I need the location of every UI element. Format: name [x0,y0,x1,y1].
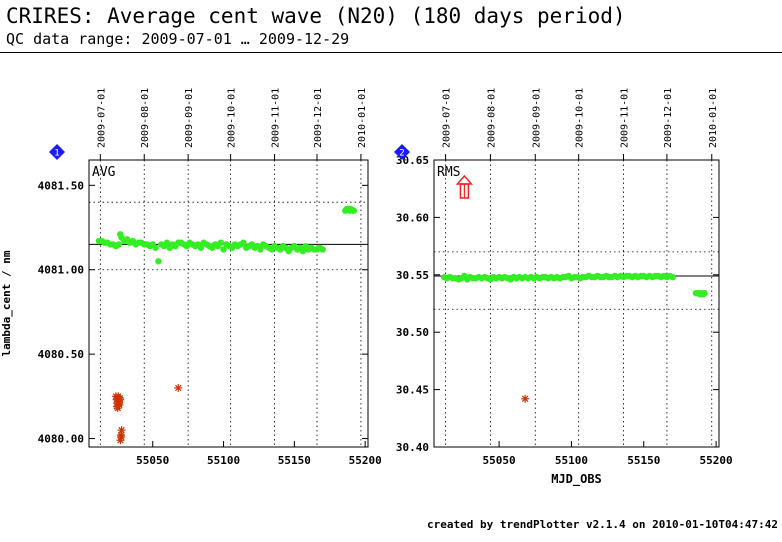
plot-frame [88,159,369,448]
data-point [350,207,358,214]
panel-rms: 2009-07-01 2009-08-01 2009-09-01 2009-10-01… [394,88,733,487]
top-date-label: 2009-11-01 [271,88,282,148]
top-date-label: 2010-01-01 [708,88,719,148]
outlier-stroke [116,394,124,402]
offscale-arrow [455,174,474,199]
chart-title: CRIRES: Average cent wave (N20) (180 day… [6,4,626,28]
y-tick-label: 4081.00 [38,264,84,277]
data-point [669,273,676,281]
top-date-label: 2009-10-01 [227,88,238,148]
data-point [155,258,162,265]
data-point [115,241,122,248]
outlier-stroke [114,404,121,412]
x-tick-label: 55050 [483,454,516,467]
y-axis-label: lambda_cent / nm [0,250,13,356]
panel-avg: 2009-07-01 2009-08-01 2009-09-01 2009-10-01… [0,88,382,467]
outlier-stroke [521,395,529,403]
top-date-label: 2009-12-01 [313,88,324,148]
data-point [319,246,326,253]
panel-label: RMS [437,165,460,180]
panel-number-label: 2 [399,149,404,159]
top-date-label: 2009-12-01 [663,88,674,148]
top-date-label: 2009-10-01 [575,88,586,148]
x-tick-label: 55200 [349,454,382,467]
panel-number-marker [394,144,410,160]
top-date-label: 2009-09-01 [531,88,542,148]
outlier-stroke [118,426,125,434]
y-tick-label: 30.40 [396,441,429,454]
top-date-label: 2009-07-01 [442,88,453,148]
top-date-label: 2010-01-01 [357,88,368,148]
top-date-label: 2009-11-01 [620,88,631,148]
data-point [197,244,205,251]
chart-subtitle: QC data range: 2009-07-01 … 2009-12-29 [6,30,350,48]
outlier-point [117,426,126,435]
top-date-label: 2009-07-01 [96,88,107,148]
x-tick-label: 55050 [136,454,169,467]
outlier-point [117,432,126,441]
data-point [257,246,264,253]
outlier-stroke [118,433,125,441]
y-tick-label: 4080.50 [38,348,84,361]
data-point [240,239,247,246]
data-point [163,239,171,246]
panel-number-marker [49,144,65,160]
outlier-stroke [174,384,182,392]
outlier-point [115,394,124,403]
data-point [217,239,224,246]
x-tick-label: 55150 [278,454,311,467]
y-tick-label: 30.55 [396,269,429,282]
data-point [220,246,227,253]
top-date-label: 2009-09-01 [184,88,195,148]
outlier-point [521,394,530,403]
x-tick-label: 55100 [207,454,240,467]
panel-label: AVG [92,165,116,180]
x-axis-label: MJD_OBS [551,472,602,487]
y-tick-label: 30.45 [396,384,429,397]
y-tick-label: 4081.50 [38,179,84,192]
data-point [299,247,307,255]
panel-number-label: 1 [54,149,59,159]
outlier-point [113,404,122,413]
plot-frame [433,159,720,448]
data-point [152,244,159,251]
y-tick-label: 30.50 [396,326,429,339]
top-date-label: 2009-08-01 [140,88,151,148]
y-tick-label: 30.60 [396,211,429,224]
top-date-label: 2009-08-01 [486,88,497,148]
footer-credit: created by trendPlotter v2.1.4 on 2010-0… [427,518,778,531]
x-tick-label: 55200 [700,454,733,467]
data-point [701,289,708,297]
x-tick-label: 55100 [555,454,588,467]
title-divider [0,52,782,53]
outlier-point [174,383,183,392]
x-tick-label: 55150 [627,454,660,467]
y-tick-label: 4080.00 [38,433,84,446]
